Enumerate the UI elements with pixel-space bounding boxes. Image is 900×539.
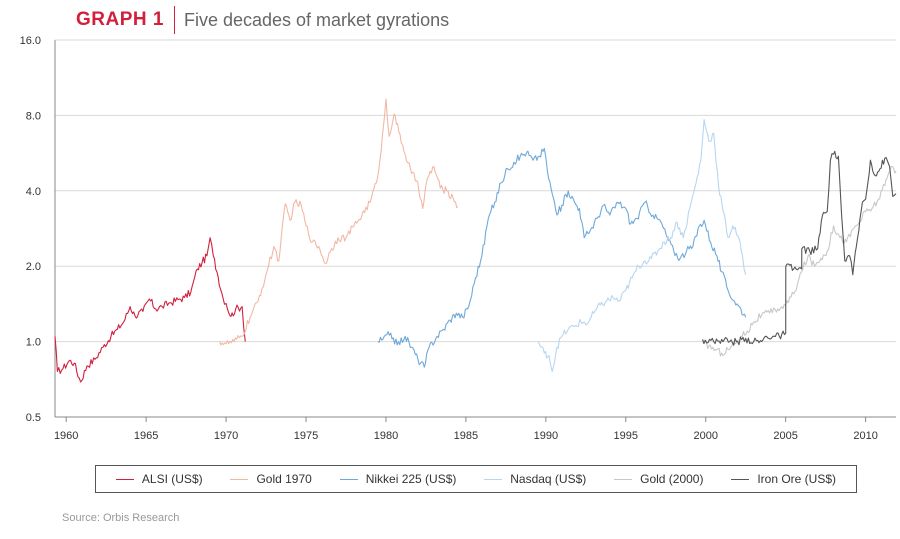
- x-tick-label: 2005: [773, 430, 797, 442]
- series-line: [219, 98, 459, 346]
- legend-item: Gold (2000): [614, 472, 703, 486]
- line-chart: 0.5 1.0 2.0 4.0 8.0 16.0 1960 1965 1970 1975 1980 1…: [20, 35, 897, 442]
- y-tick-label: 2.0: [26, 261, 41, 273]
- header-divider: [173, 6, 175, 34]
- legend-swatch: [230, 478, 249, 480]
- series-lines: [54, 98, 897, 383]
- legend-label: ALSI (US$): [141, 472, 203, 486]
- legend-label: Nasdaq (US$): [510, 472, 587, 486]
- x-tick-label: 1990: [534, 430, 558, 442]
- legend-swatch: [339, 478, 358, 480]
- x-tick-label: 1985: [454, 430, 478, 442]
- x-tick-label: 2010: [853, 430, 877, 442]
- legend-label: Gold (2000): [640, 472, 704, 486]
- x-tick-label: 1965: [134, 430, 158, 442]
- legend-label: Gold 1970: [256, 472, 312, 486]
- legend-swatch: [115, 478, 134, 480]
- legend-label: Nikkei 225 (US$): [365, 472, 457, 486]
- series-line: [701, 150, 897, 346]
- y-tick-label: 8.0: [26, 110, 41, 122]
- series-line: [377, 147, 747, 368]
- y-tick-label: 0.5: [26, 412, 41, 424]
- x-tick-label: 1960: [54, 430, 78, 442]
- grid: [55, 39, 896, 418]
- series-line: [702, 165, 897, 357]
- series-line: [537, 119, 747, 373]
- x-tick-label: 1980: [374, 430, 398, 442]
- axes: [54, 40, 896, 422]
- legend-item: Nikkei 225 (US$): [339, 472, 457, 486]
- legend-item: Iron Ore (US$): [731, 472, 836, 486]
- chart-title: Five decades of market gyrations: [183, 9, 450, 30]
- legend-swatch: [484, 478, 503, 480]
- chart-header: GRAPH 1 Five decades of market gyrations: [76, 6, 449, 34]
- x-tick-label: 1975: [294, 430, 318, 442]
- tick-labels: 0.5 1.0 2.0 4.0 8.0 16.0 1960 1965 1970 1975 1980 1…: [20, 35, 878, 442]
- legend-label: Iron Ore (US$): [757, 472, 837, 486]
- legend: ALSI (US$) Gold 1970 Nikkei 225 (US$) Nasda…: [95, 465, 857, 493]
- legend-item: Nasdaq (US$): [484, 472, 586, 486]
- y-tick-label: 1.0: [26, 337, 41, 349]
- y-tick-label: 16.0: [20, 35, 41, 47]
- source-note: Source: Orbis Research: [62, 512, 180, 524]
- series-line: [54, 237, 246, 383]
- x-tick-label: 1970: [214, 430, 238, 442]
- x-tick-label: 1995: [614, 430, 638, 442]
- legend-item: ALSI (US$): [115, 472, 203, 486]
- x-tick-label: 2000: [693, 430, 717, 442]
- legend-swatch: [731, 478, 750, 480]
- legend-swatch: [614, 478, 633, 480]
- legend-item: Gold 1970: [230, 472, 312, 486]
- graph-number: GRAPH 1: [76, 9, 164, 30]
- y-tick-label: 4.0: [26, 186, 41, 198]
